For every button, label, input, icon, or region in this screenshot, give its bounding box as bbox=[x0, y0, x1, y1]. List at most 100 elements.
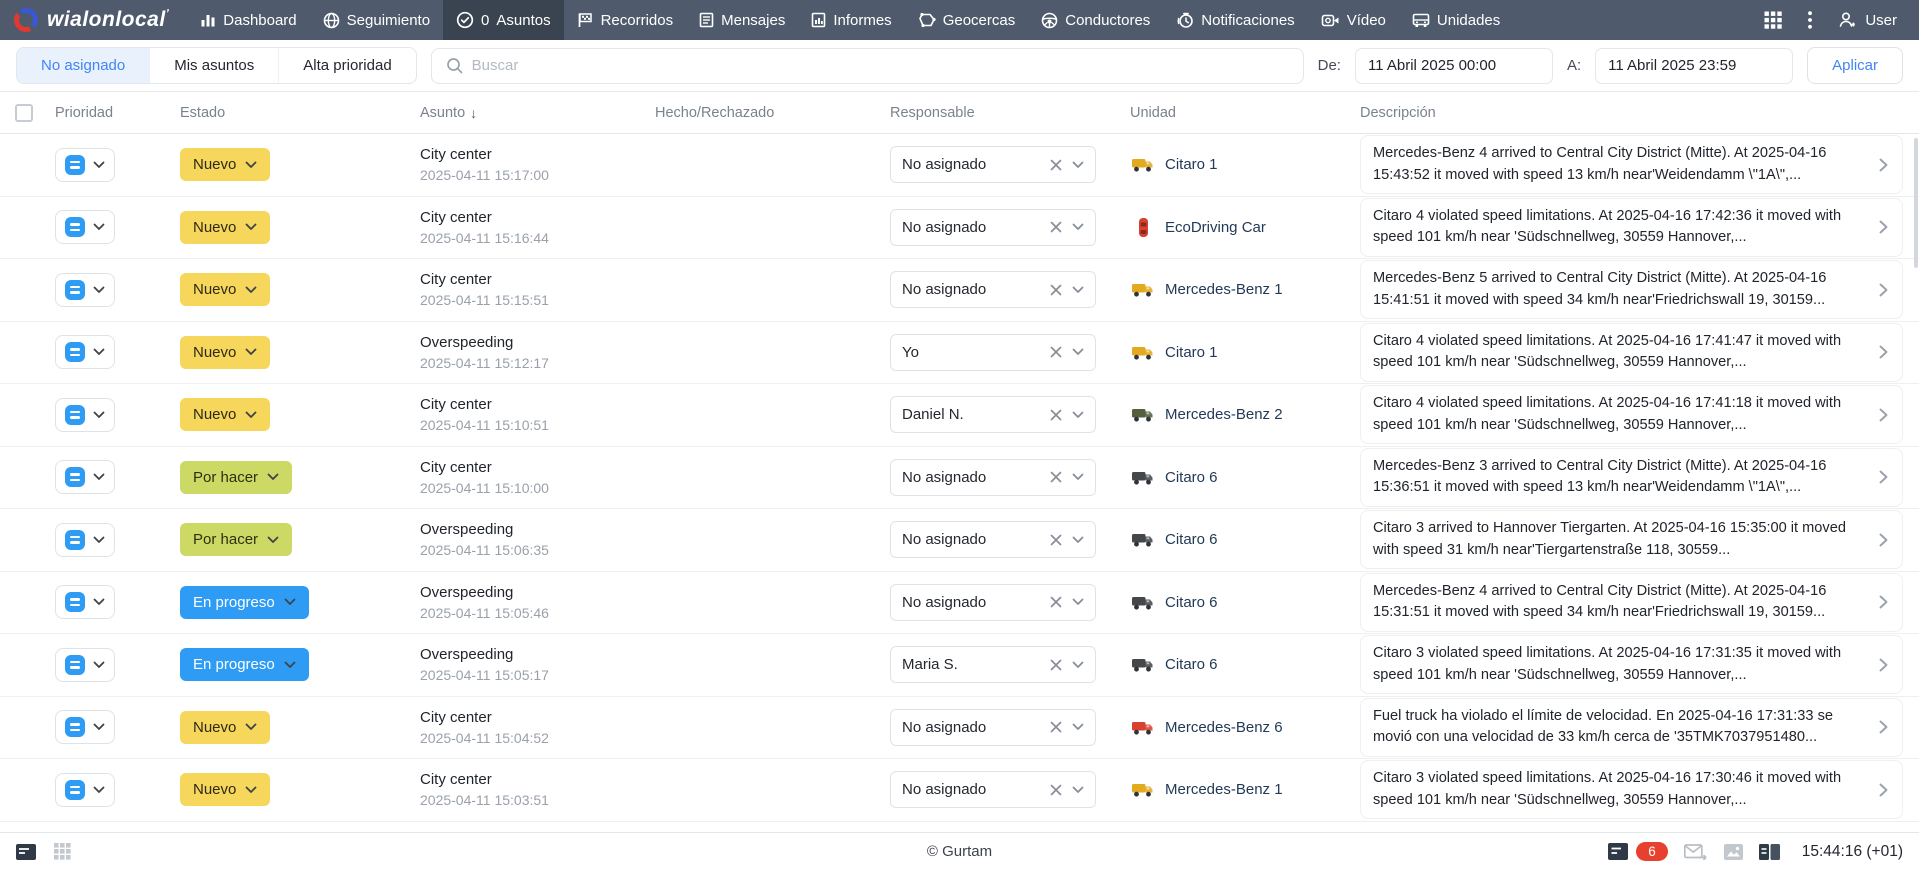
status-dropdown[interactable]: Por hacer bbox=[180, 523, 293, 557]
clear-icon[interactable] bbox=[1050, 346, 1062, 358]
grid-view-icon[interactable] bbox=[54, 843, 71, 860]
responsible-select[interactable]: No asignado bbox=[890, 271, 1096, 309]
clear-icon[interactable] bbox=[1050, 221, 1062, 233]
status-dropdown[interactable]: Nuevo bbox=[180, 335, 271, 369]
open-issue-chevron-icon[interactable] bbox=[1875, 283, 1892, 297]
chevron-down-icon[interactable] bbox=[1072, 223, 1084, 231]
clear-icon[interactable] bbox=[1050, 471, 1062, 483]
status-dropdown[interactable]: Nuevo bbox=[180, 773, 271, 807]
search-box[interactable] bbox=[430, 47, 1304, 84]
clear-icon[interactable] bbox=[1050, 721, 1062, 733]
user-menu[interactable]: User bbox=[1838, 11, 1897, 29]
responsible-select[interactable]: No asignado bbox=[890, 771, 1096, 809]
chevron-down-icon[interactable] bbox=[1072, 598, 1084, 606]
open-issue-chevron-icon[interactable] bbox=[1875, 220, 1892, 234]
messages-panel-icon[interactable] bbox=[1608, 843, 1629, 860]
filter-tab-alta-prioridad[interactable]: Alta prioridad bbox=[278, 48, 415, 83]
scrollbar-thumb[interactable] bbox=[1914, 138, 1918, 268]
status-dropdown[interactable]: Nuevo bbox=[180, 398, 271, 432]
status-dropdown[interactable]: Nuevo bbox=[180, 210, 271, 244]
priority-dropdown[interactable] bbox=[55, 522, 115, 557]
nav-item-asuntos[interactable]: 0 Asuntos bbox=[443, 0, 564, 40]
col-hecho: Hecho/Rechazado bbox=[655, 104, 775, 121]
responsible-select[interactable]: Yo bbox=[890, 333, 1096, 371]
select-all-checkbox[interactable] bbox=[14, 103, 33, 122]
responsible-select[interactable]: No asignado bbox=[890, 146, 1096, 184]
nav-item-seguimiento[interactable]: Seguimiento bbox=[310, 0, 443, 40]
mail-received-icon[interactable] bbox=[1683, 843, 1708, 860]
open-issue-chevron-icon[interactable] bbox=[1875, 720, 1892, 734]
chevron-down-icon[interactable] bbox=[1072, 536, 1084, 544]
responsible-select[interactable]: Maria S. bbox=[890, 646, 1096, 684]
chevron-down-icon[interactable] bbox=[1072, 786, 1084, 794]
nav-item-mensajes[interactable]: Mensajes bbox=[686, 0, 798, 40]
open-issue-chevron-icon[interactable] bbox=[1875, 408, 1892, 422]
kebab-menu-icon[interactable] bbox=[1808, 11, 1813, 29]
sidebar-toggle-icon[interactable] bbox=[16, 843, 36, 860]
priority-dropdown[interactable] bbox=[55, 397, 115, 432]
date-to-input[interactable] bbox=[1595, 47, 1794, 84]
priority-dropdown[interactable] bbox=[55, 710, 115, 745]
status-dropdown[interactable]: Nuevo bbox=[180, 273, 271, 307]
search-input[interactable] bbox=[471, 57, 1289, 74]
clear-icon[interactable] bbox=[1050, 409, 1062, 421]
responsible-select[interactable]: No asignado bbox=[890, 708, 1096, 746]
open-issue-chevron-icon[interactable] bbox=[1875, 783, 1892, 797]
col-asunto[interactable]: Asunto ↓ bbox=[420, 104, 478, 121]
priority-dropdown[interactable] bbox=[55, 272, 115, 307]
nav-item-v-deo[interactable]: Vídeo bbox=[1308, 0, 1399, 40]
responsible-select[interactable]: No asignado bbox=[890, 208, 1096, 246]
open-issue-chevron-icon[interactable] bbox=[1875, 658, 1892, 672]
nav-item-informes[interactable]: Informes bbox=[798, 0, 904, 40]
priority-dropdown[interactable] bbox=[55, 585, 115, 620]
app-logo[interactable]: wialonlocalʼ bbox=[0, 0, 187, 40]
nav-item-dashboard[interactable]: Dashboard bbox=[187, 0, 309, 40]
priority-dropdown[interactable] bbox=[55, 460, 115, 495]
priority-dropdown[interactable] bbox=[55, 147, 115, 182]
clear-icon[interactable] bbox=[1050, 659, 1062, 671]
nav-item-unidades[interactable]: Unidades bbox=[1399, 0, 1513, 40]
priority-dropdown[interactable] bbox=[55, 335, 115, 370]
chevron-down-icon[interactable] bbox=[1072, 411, 1084, 419]
status-dropdown[interactable]: En progreso bbox=[180, 648, 309, 682]
apps-grid-icon[interactable] bbox=[1764, 11, 1783, 29]
filter-tab-no-asignado[interactable]: No asignado bbox=[17, 48, 150, 83]
responsible-select[interactable]: Daniel N. bbox=[890, 396, 1096, 434]
open-issue-chevron-icon[interactable] bbox=[1875, 533, 1892, 547]
chevron-down-icon[interactable] bbox=[1072, 473, 1084, 481]
status-dropdown[interactable]: En progreso bbox=[180, 585, 309, 619]
priority-dropdown[interactable] bbox=[55, 772, 115, 807]
nav-item-recorridos[interactable]: Recorridos bbox=[564, 0, 687, 40]
open-issue-chevron-icon[interactable] bbox=[1875, 595, 1892, 609]
responsible-select[interactable]: No asignado bbox=[890, 521, 1096, 559]
priority-dropdown[interactable] bbox=[55, 647, 115, 682]
priority-dropdown[interactable] bbox=[55, 210, 115, 245]
responsible-select[interactable]: No asignado bbox=[890, 458, 1096, 496]
clear-icon[interactable] bbox=[1050, 284, 1062, 296]
open-issue-chevron-icon[interactable] bbox=[1875, 158, 1892, 172]
clear-icon[interactable] bbox=[1050, 534, 1062, 546]
date-from-input[interactable] bbox=[1354, 47, 1553, 84]
chevron-down-icon[interactable] bbox=[1072, 286, 1084, 294]
apply-button[interactable]: Aplicar bbox=[1807, 47, 1903, 84]
open-issue-chevron-icon[interactable] bbox=[1875, 470, 1892, 484]
status-dropdown[interactable]: Nuevo bbox=[180, 710, 271, 744]
chevron-down-icon[interactable] bbox=[1072, 723, 1084, 731]
nav-item-conductores[interactable]: Conductores bbox=[1028, 0, 1163, 40]
status-dropdown[interactable]: Nuevo bbox=[180, 148, 271, 182]
open-issue-chevron-icon[interactable] bbox=[1875, 345, 1892, 359]
chevron-down-icon[interactable] bbox=[1072, 161, 1084, 169]
nav-item-notificaciones[interactable]: Notificaciones bbox=[1163, 0, 1307, 40]
chevron-down-icon[interactable] bbox=[1072, 661, 1084, 669]
chevron-down-icon[interactable] bbox=[1072, 348, 1084, 356]
clear-icon[interactable] bbox=[1050, 159, 1062, 171]
clear-icon[interactable] bbox=[1050, 596, 1062, 608]
priority-icon bbox=[65, 592, 85, 613]
split-view-icon[interactable] bbox=[1758, 843, 1780, 860]
nav-item-geocercas[interactable]: Geocercas bbox=[905, 0, 1029, 40]
responsible-select[interactable]: No asignado bbox=[890, 583, 1096, 621]
image-icon[interactable] bbox=[1723, 843, 1743, 860]
status-dropdown[interactable]: Por hacer bbox=[180, 460, 293, 494]
filter-tab-mis-asuntos[interactable]: Mis asuntos bbox=[149, 48, 278, 83]
clear-icon[interactable] bbox=[1050, 784, 1062, 796]
